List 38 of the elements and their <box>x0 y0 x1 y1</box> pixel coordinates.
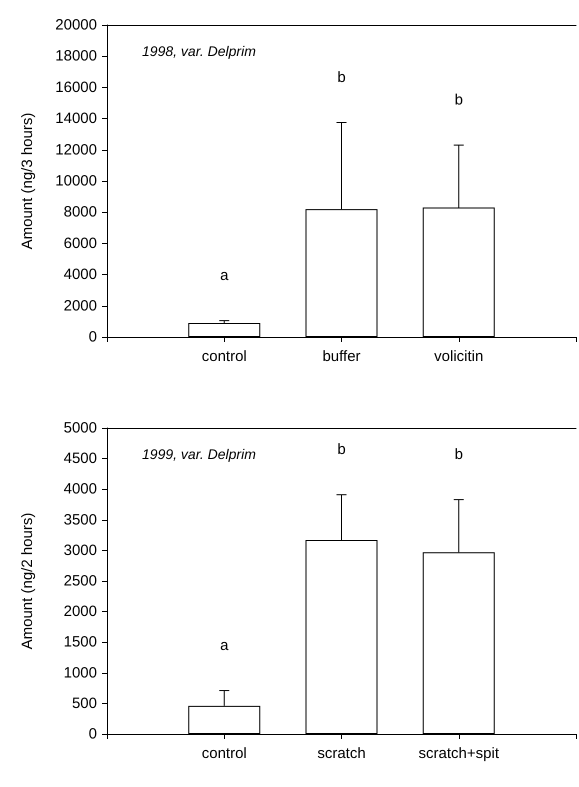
y-tick-label: 3500 <box>64 511 97 528</box>
y-tick-label: 1000 <box>64 664 97 682</box>
y-tick-label: 4500 <box>64 450 97 468</box>
text: 1998, var. Delprim <box>142 43 256 59</box>
y-tick-label: 14000 <box>55 110 97 128</box>
annotation: b <box>454 92 463 109</box>
x-tick-label: scratch+spit <box>418 745 500 762</box>
y-tick-label: 16000 <box>55 78 97 96</box>
y-tick-label: 20000 <box>55 16 97 34</box>
y-tick-label: 5000 <box>64 420 97 436</box>
y-tick-label: 2000 <box>64 603 97 620</box>
y-axis-title: Amount (ng/2 hours) <box>19 512 36 650</box>
y-tick-label: 10000 <box>55 172 97 190</box>
y-tick-label: 12000 <box>55 141 97 158</box>
x-tick-label: volicitin <box>434 348 484 365</box>
annotation: b <box>337 69 346 86</box>
y-tick-label: 6000 <box>64 234 97 252</box>
y-tick-label: 0 <box>88 328 97 346</box>
y-tick-label: 0 <box>88 726 97 742</box>
y-tick-label: 500 <box>72 694 97 712</box>
x-tick-label: control <box>202 348 247 365</box>
x-tick-label: buffer <box>322 348 361 365</box>
annotation: b <box>454 446 463 464</box>
text: 1999, var. Delprim <box>142 446 256 462</box>
y-tick-label: 4000 <box>64 266 97 284</box>
y-tick-label: 2500 <box>64 572 97 590</box>
annotation: a <box>220 267 230 284</box>
y-tick-label: 3000 <box>64 542 97 559</box>
y-tick-label: 8000 <box>64 204 97 221</box>
y-tick-label: 18000 <box>55 48 97 65</box>
y-tick-label: 2000 <box>64 297 97 314</box>
x-tick-label: scratch <box>317 745 366 762</box>
x-tick-label: control <box>202 745 247 762</box>
annotation: b <box>337 441 346 458</box>
annotation: a <box>220 637 230 654</box>
y-tick-label: 4000 <box>64 480 97 498</box>
y-tick-label: 1500 <box>64 634 97 651</box>
y-axis-title: Amount (ng/3 hours) <box>19 112 36 250</box>
